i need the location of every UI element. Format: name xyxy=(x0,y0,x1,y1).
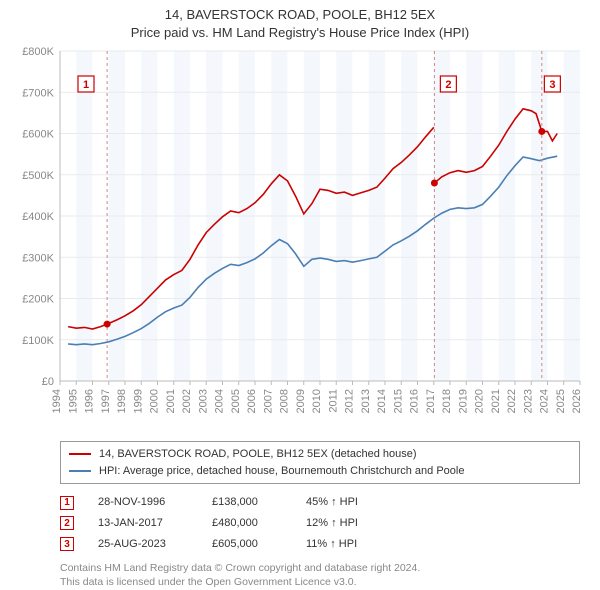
svg-text:2000: 2000 xyxy=(149,389,161,413)
svg-text:1996: 1996 xyxy=(84,389,96,413)
svg-text:£300K: £300K xyxy=(22,252,54,264)
svg-text:1995: 1995 xyxy=(67,389,79,413)
svg-text:£600K: £600K xyxy=(22,129,54,141)
svg-text:£200K: £200K xyxy=(22,294,54,306)
transaction-price: £480,000 xyxy=(212,513,282,534)
chart-area: £0 £100K £200K £300K £400K £500K £600K £700K £80… xyxy=(0,41,600,431)
transaction-marker-box: 1 xyxy=(60,496,74,510)
svg-text:2025: 2025 xyxy=(555,389,567,413)
footnote-line2: This data is licensed under the Open Gov… xyxy=(60,575,600,589)
svg-text:2011: 2011 xyxy=(327,389,339,413)
transaction-row: 1 28-NOV-1996 £138,000 45% ↑ HPI xyxy=(60,492,600,513)
svg-text:£400K: £400K xyxy=(22,211,54,223)
chart-svg: £0 £100K £200K £300K £400K £500K £600K £700K £80… xyxy=(0,41,600,431)
svg-text:2007: 2007 xyxy=(262,389,274,413)
legend-swatch-2 xyxy=(69,470,91,472)
transaction-date: 28-NOV-1996 xyxy=(98,492,188,513)
svg-text:£800K: £800K xyxy=(22,46,54,58)
chart-title: 14, BAVERSTOCK ROAD, POOLE, BH12 5EX Pri… xyxy=(0,0,600,41)
svg-text:2019: 2019 xyxy=(457,389,469,413)
svg-text:2023: 2023 xyxy=(522,389,534,413)
svg-text:2004: 2004 xyxy=(214,389,226,413)
transaction-diff: 11% ↑ HPI xyxy=(306,534,386,555)
legend-row-hpi: HPI: Average price, detached house, Bour… xyxy=(69,463,571,480)
transaction-diff: 12% ↑ HPI xyxy=(306,513,386,534)
transaction-marker-box: 3 xyxy=(60,537,74,551)
title-line2: Price paid vs. HM Land Registry's House … xyxy=(0,24,600,42)
svg-text:1999: 1999 xyxy=(132,389,144,413)
svg-text:2012: 2012 xyxy=(344,389,356,413)
transaction-row: 2 13-JAN-2017 £480,000 12% ↑ HPI xyxy=(60,513,600,534)
legend-label-2: HPI: Average price, detached house, Bour… xyxy=(99,463,464,480)
svg-text:2022: 2022 xyxy=(506,389,518,413)
svg-text:2018: 2018 xyxy=(441,389,453,413)
svg-text:2006: 2006 xyxy=(246,389,258,413)
svg-text:2015: 2015 xyxy=(392,389,404,413)
svg-text:2020: 2020 xyxy=(474,389,486,413)
transaction-price: £138,000 xyxy=(212,492,282,513)
svg-text:2016: 2016 xyxy=(409,389,421,413)
svg-text:2010: 2010 xyxy=(311,389,323,413)
svg-text:2002: 2002 xyxy=(181,389,193,413)
svg-text:£0: £0 xyxy=(42,376,54,388)
svg-text:£700K: £700K xyxy=(22,87,54,99)
svg-text:2009: 2009 xyxy=(295,389,307,413)
svg-text:£500K: £500K xyxy=(22,170,54,182)
svg-text:2: 2 xyxy=(445,79,451,91)
legend-swatch-1 xyxy=(69,453,91,455)
svg-text:1994: 1994 xyxy=(51,389,63,413)
svg-text:2026: 2026 xyxy=(571,389,583,413)
footnote: Contains HM Land Registry data © Crown c… xyxy=(60,561,600,589)
transaction-diff: 45% ↑ HPI xyxy=(306,492,386,513)
transaction-price: £605,000 xyxy=(212,534,282,555)
footnote-line1: Contains HM Land Registry data © Crown c… xyxy=(60,561,600,575)
svg-text:£100K: £100K xyxy=(22,335,54,347)
transaction-date: 13-JAN-2017 xyxy=(98,513,188,534)
transaction-row: 3 25-AUG-2023 £605,000 11% ↑ HPI xyxy=(60,534,600,555)
svg-text:2001: 2001 xyxy=(165,389,177,413)
transactions-table: 1 28-NOV-1996 £138,000 45% ↑ HPI 2 13-JAN-201… xyxy=(60,492,600,555)
svg-text:2024: 2024 xyxy=(539,389,551,413)
transaction-date: 25-AUG-2023 xyxy=(98,534,188,555)
legend-label-1: 14, BAVERSTOCK ROAD, POOLE, BH12 5EX (de… xyxy=(99,446,417,463)
legend-row-price-paid: 14, BAVERSTOCK ROAD, POOLE, BH12 5EX (de… xyxy=(69,446,571,463)
svg-text:2013: 2013 xyxy=(360,389,372,413)
svg-text:2003: 2003 xyxy=(197,389,209,413)
svg-text:2017: 2017 xyxy=(425,389,437,413)
svg-text:2008: 2008 xyxy=(279,389,291,413)
svg-text:2014: 2014 xyxy=(376,389,388,413)
svg-text:3: 3 xyxy=(549,79,555,91)
title-line1: 14, BAVERSTOCK ROAD, POOLE, BH12 5EX xyxy=(0,6,600,24)
transaction-marker-box: 2 xyxy=(60,516,74,530)
svg-text:1: 1 xyxy=(83,79,89,91)
legend: 14, BAVERSTOCK ROAD, POOLE, BH12 5EX (de… xyxy=(60,441,580,484)
svg-text:2005: 2005 xyxy=(230,389,242,413)
svg-text:1998: 1998 xyxy=(116,389,128,413)
svg-text:1997: 1997 xyxy=(100,389,112,413)
svg-text:2021: 2021 xyxy=(490,389,502,413)
